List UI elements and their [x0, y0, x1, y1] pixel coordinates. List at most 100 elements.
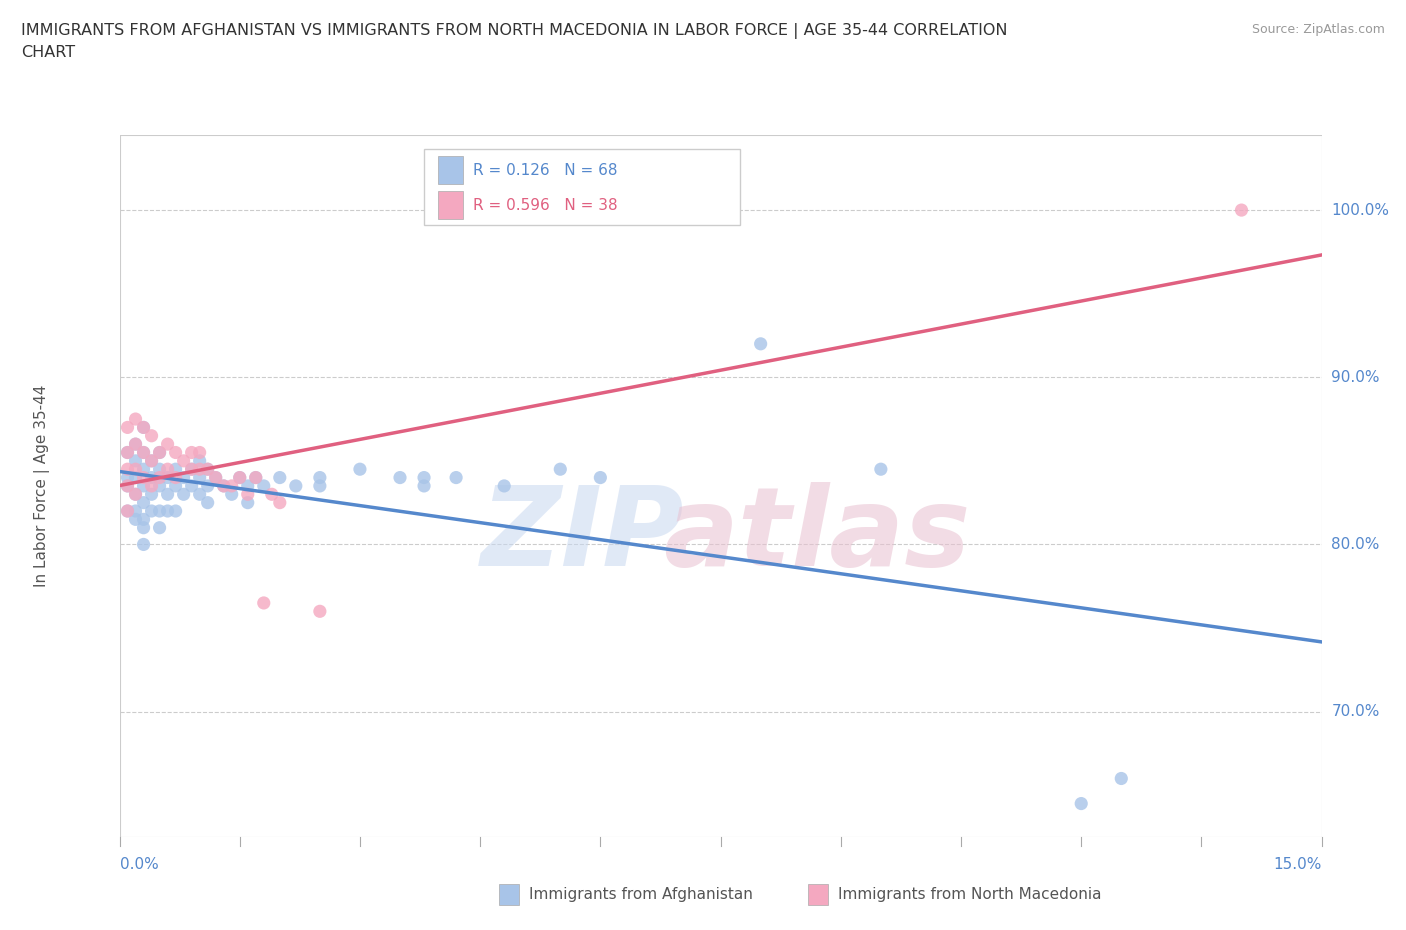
- Point: [188, 445, 211, 460]
- Point: [212, 479, 235, 494]
- Point: [253, 595, 276, 610]
- Point: [141, 479, 163, 494]
- Text: R = 0.126   N = 68: R = 0.126 N = 68: [474, 163, 617, 178]
- Point: [284, 479, 307, 494]
- Point: [245, 471, 267, 485]
- Point: [749, 337, 772, 352]
- Point: [149, 445, 172, 460]
- Point: [117, 503, 139, 518]
- Point: [117, 479, 139, 494]
- Point: [132, 495, 155, 510]
- Point: [1111, 771, 1133, 786]
- Point: [204, 471, 226, 485]
- Text: 90.0%: 90.0%: [1331, 370, 1379, 385]
- Point: [413, 471, 436, 485]
- Point: [124, 471, 146, 485]
- Text: atlas: atlas: [664, 482, 970, 589]
- Point: [197, 495, 219, 510]
- Point: [124, 486, 146, 501]
- Point: [132, 512, 155, 526]
- Point: [132, 471, 155, 485]
- Text: IMMIGRANTS FROM AFGHANISTAN VS IMMIGRANTS FROM NORTH MACEDONIA IN LABOR FORCE | : IMMIGRANTS FROM AFGHANISTAN VS IMMIGRANT…: [21, 23, 1008, 60]
- Point: [444, 471, 467, 485]
- Point: [132, 445, 155, 460]
- Text: Immigrants from Afghanistan: Immigrants from Afghanistan: [529, 887, 752, 902]
- Point: [124, 454, 146, 469]
- Point: [132, 520, 155, 535]
- Point: [156, 462, 179, 477]
- Point: [236, 479, 259, 494]
- Point: [132, 479, 155, 494]
- Point: [124, 512, 146, 526]
- Point: [494, 479, 516, 494]
- Point: [124, 437, 146, 452]
- Point: [141, 429, 163, 444]
- Point: [132, 462, 155, 477]
- Text: Immigrants from North Macedonia: Immigrants from North Macedonia: [838, 887, 1101, 902]
- Point: [117, 479, 139, 494]
- Text: ZIP: ZIP: [481, 482, 685, 589]
- Point: [165, 462, 187, 477]
- Point: [124, 486, 146, 501]
- Point: [228, 471, 252, 485]
- Point: [149, 462, 172, 477]
- Point: [124, 462, 146, 477]
- Point: [132, 537, 155, 551]
- Point: [132, 445, 155, 460]
- Text: In Labor Force | Age 35-44: In Labor Force | Age 35-44: [34, 385, 51, 587]
- Point: [236, 495, 259, 510]
- Point: [1230, 203, 1253, 218]
- Text: R = 0.596   N = 38: R = 0.596 N = 38: [474, 198, 617, 213]
- Point: [212, 479, 235, 494]
- Point: [117, 503, 139, 518]
- Point: [221, 479, 243, 494]
- Point: [589, 471, 612, 485]
- Text: 0.0%: 0.0%: [120, 857, 159, 872]
- Point: [180, 462, 202, 477]
- Point: [156, 486, 179, 501]
- Point: [165, 445, 187, 460]
- Point: [228, 471, 252, 485]
- Text: 70.0%: 70.0%: [1331, 704, 1379, 719]
- Point: [180, 462, 202, 477]
- Point: [117, 471, 139, 485]
- Point: [165, 471, 187, 485]
- Point: [388, 471, 412, 485]
- Point: [413, 479, 436, 494]
- Point: [132, 420, 155, 435]
- Point: [141, 454, 163, 469]
- Point: [124, 412, 146, 427]
- Point: [188, 454, 211, 469]
- Point: [141, 454, 163, 469]
- Point: [180, 479, 202, 494]
- Point: [197, 462, 219, 477]
- Point: [253, 479, 276, 494]
- Point: [309, 479, 332, 494]
- Point: [124, 437, 146, 452]
- Point: [236, 486, 259, 501]
- Point: [869, 462, 893, 477]
- Point: [550, 462, 572, 477]
- Point: [156, 503, 179, 518]
- Point: [1070, 796, 1092, 811]
- Point: [309, 471, 332, 485]
- Text: Source: ZipAtlas.com: Source: ZipAtlas.com: [1251, 23, 1385, 36]
- Point: [180, 445, 202, 460]
- Point: [117, 445, 139, 460]
- Point: [149, 479, 172, 494]
- Point: [149, 445, 172, 460]
- Point: [260, 486, 283, 501]
- Point: [269, 471, 291, 485]
- Point: [141, 486, 163, 501]
- Point: [188, 486, 211, 501]
- Point: [165, 479, 187, 494]
- Point: [124, 503, 146, 518]
- Point: [269, 495, 291, 510]
- Point: [141, 503, 163, 518]
- Point: [349, 462, 371, 477]
- Point: [149, 471, 172, 485]
- Point: [309, 604, 332, 618]
- Point: [117, 462, 139, 477]
- Point: [173, 471, 195, 485]
- Point: [149, 503, 172, 518]
